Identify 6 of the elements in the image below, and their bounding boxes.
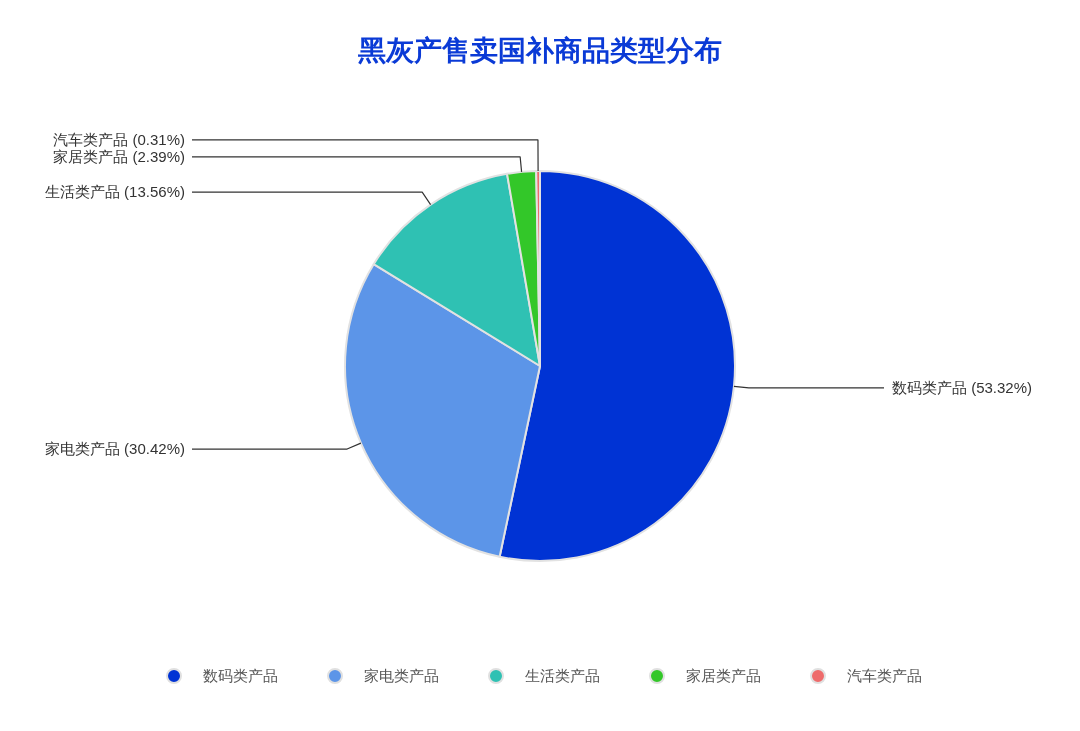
title: 黑灰产售卖国补商品类型分布 (358, 35, 722, 66)
legend-label: 家电类产品 (364, 667, 439, 684)
legend-label: 生活类产品 (525, 667, 600, 684)
legend-label: 家居类产品 (686, 667, 761, 684)
legend-label: 汽车类产品 (847, 667, 922, 684)
legend-label: 数码类产品 (203, 667, 278, 684)
